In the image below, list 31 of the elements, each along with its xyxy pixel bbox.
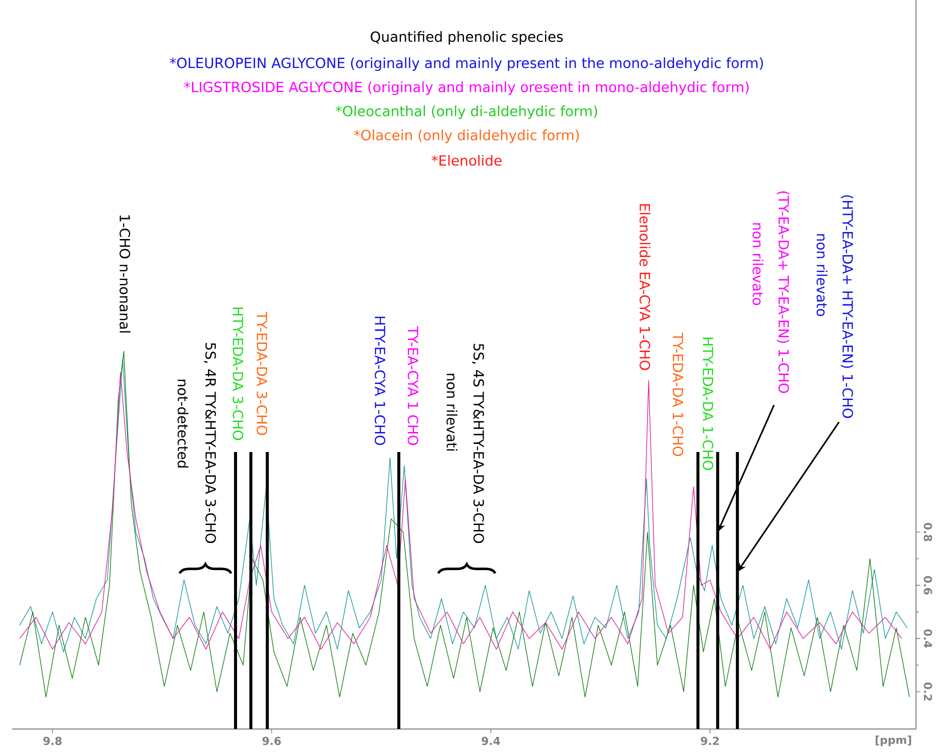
annotation: *OLEUROPEIN AGLYCONE (originally and mainly present in the mono-aldehydic form)	[170, 57, 763, 71]
annotation: non rilevato	[752, 223, 764, 306]
annotation: HTY-EDA-DA 3-CHO	[232, 308, 244, 440]
annotation: (TY-EA-DA+ TY-EA-EN) 1-CHO	[776, 191, 790, 393]
x-tick-label: 9.2	[700, 736, 719, 746]
x-axis-title: [ppm]	[876, 736, 912, 746]
annotation: 5S, 4S TY&HTY-EA-DA 3-CHO	[472, 344, 484, 544]
annotation: non rilevato	[816, 234, 828, 316]
annotation: *Oleocanthal (only di-aldehydic form)	[336, 105, 598, 120]
annotation: *Elenolide	[432, 154, 502, 166]
annotation: (HTY-EA-DA+ HTY-EA-EN) 1-CHO	[840, 195, 854, 418]
y-tick-label: 0.2	[924, 682, 932, 701]
annotation: TY-EDA-DA 1-CHO	[672, 332, 684, 456]
annotation: TY-EDA-DA 3-CHO	[256, 312, 268, 436]
y-tick-label: 0.4	[924, 629, 932, 648]
annotation: HTY-EA-CYA 1-CHO	[374, 316, 386, 446]
annotation: 5S, 4R TY&HTY-EA-DA 3-CHO	[204, 343, 216, 544]
annotation: TY-EA-CYA 1 CHO	[408, 326, 418, 446]
annotation: HTY-EDA-DA 1-CHO	[702, 338, 714, 470]
annotation: *LIGSTROSIDE AGLYCONE (originaly and mainly oresent in mono-aldehydic form)	[184, 81, 749, 95]
annotation: *Olacein (only dialdehydic form)	[354, 130, 579, 144]
y-tick-label: 0.8	[924, 522, 932, 542]
x-tick-label: 9.8	[43, 736, 62, 746]
text: Quantified phenolic species	[370, 31, 563, 45]
annotation: Elenolide EA-CYA 1-CHO	[640, 204, 650, 370]
annotation: not-detected	[178, 380, 188, 468]
annotation: non rilevati	[446, 374, 458, 450]
y-tick-label: 0.6	[924, 576, 932, 594]
x-tick-label: 9.4	[482, 736, 500, 746]
x-tick-label: 9.6	[262, 736, 281, 746]
annotation: 1-CHO n-nonanal	[120, 215, 130, 332]
